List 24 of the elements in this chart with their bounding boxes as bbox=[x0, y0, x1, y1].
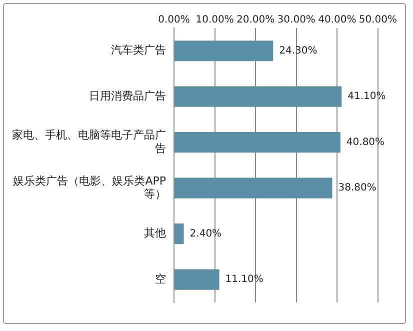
data-label: 38.80% bbox=[338, 182, 376, 194]
y-tick-label: 娱乐类广告（电影、娱乐类APP等） bbox=[13, 174, 166, 201]
data-label: 2.40% bbox=[190, 228, 222, 240]
bar bbox=[174, 224, 184, 244]
bar bbox=[174, 269, 220, 290]
bar bbox=[174, 178, 332, 198]
y-tick-label: 日用消费品广告 bbox=[89, 89, 166, 102]
y-tick-label: 空 bbox=[155, 272, 166, 286]
x-tick-label: 20.00% bbox=[236, 14, 275, 26]
y-tick-label: 家电、手机、电脑等电子产品广告 bbox=[12, 128, 166, 155]
x-tick-label: 40.00% bbox=[318, 14, 356, 26]
data-label: 41.10% bbox=[348, 91, 386, 102]
data-label: 24.30% bbox=[279, 45, 318, 56]
x-tick-label: 0.00% bbox=[158, 14, 190, 26]
y-tick-label: 其他 bbox=[144, 226, 166, 240]
bar bbox=[174, 40, 274, 62]
data-label: 40.80% bbox=[346, 136, 385, 148]
y-tick-label: 汽车类广告 bbox=[111, 44, 166, 57]
bar bbox=[174, 86, 342, 107]
bar bbox=[174, 132, 340, 153]
x-tick-label: 10.00% bbox=[196, 14, 234, 26]
data-label: 11.10% bbox=[225, 274, 264, 286]
x-tick-label: 30.00% bbox=[277, 14, 316, 26]
x-tick-label: 50.00% bbox=[358, 14, 398, 26]
